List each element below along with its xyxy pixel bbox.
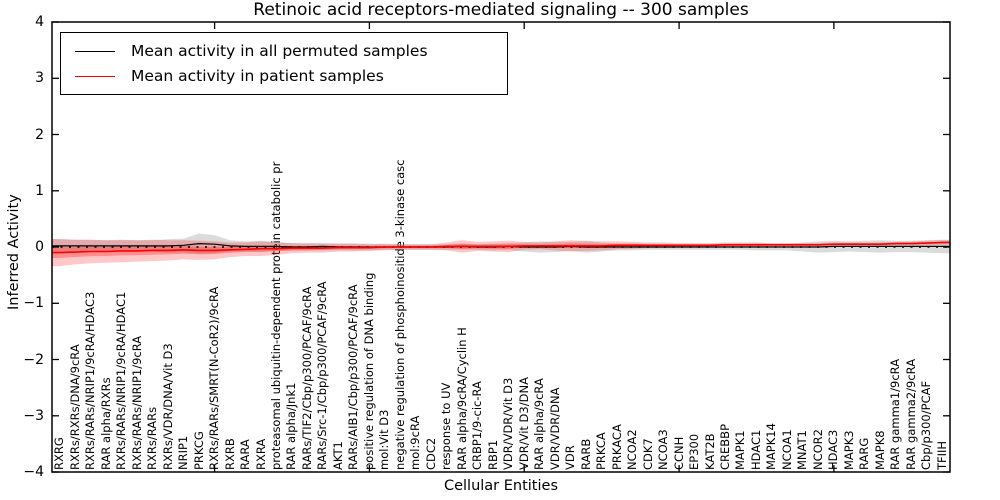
x-tick-label: RXRB bbox=[222, 438, 237, 470]
x-tick-label: RARB bbox=[578, 438, 593, 470]
x-tick-label: RAR alpha/9cRA/Cyclin H bbox=[454, 327, 469, 470]
x-tick-label: NCOR2 bbox=[810, 429, 825, 470]
x-tick-label: VDR/VDR/DNA bbox=[547, 387, 562, 471]
y-tick-label: −2 bbox=[23, 351, 44, 368]
y-tick-label: −3 bbox=[23, 407, 44, 424]
x-tick-label: VDR/VDR/Vit D3 bbox=[501, 377, 516, 470]
x-tick-label: HDAC1 bbox=[748, 429, 763, 470]
y-tick-label: 0 bbox=[35, 239, 44, 255]
x-axis-label: Cellular Entities bbox=[443, 478, 559, 494]
x-tick-label: MAPK1 bbox=[733, 430, 748, 470]
x-tick-label: KAT2B bbox=[702, 433, 717, 470]
x-tick-label: PRKCG bbox=[191, 431, 206, 470]
x-tick-label: RXRs/RARs/NRIP1/9cRA/HDAC3 bbox=[83, 291, 98, 470]
legend-item-permuted: Mean activity in all permuted samples bbox=[61, 42, 507, 60]
x-tick-label: RAR alpha/9cRA bbox=[532, 378, 547, 470]
x-tick-label: NCOA2 bbox=[625, 429, 640, 470]
x-tick-label: RAR gamma1/9cRA bbox=[888, 358, 903, 470]
y-tick-label: 1 bbox=[35, 182, 44, 199]
x-tick-label: MAPK3 bbox=[841, 430, 856, 470]
y-tick-label: 2 bbox=[35, 126, 44, 143]
x-tick-label: RXRs/RARs/SMRT(N-CoR2)/9cRA bbox=[207, 286, 222, 470]
x-tick-label: mol:Vit D3 bbox=[377, 409, 392, 470]
x-tick-label: RXRG bbox=[52, 437, 67, 470]
chart-title: Retinoic acid receptors-mediated signali… bbox=[253, 0, 749, 20]
patient-line-swatch bbox=[75, 75, 115, 77]
x-tick-label: MNAT1 bbox=[795, 430, 810, 470]
x-tick-label: Cbp/p300/PCAF bbox=[919, 380, 934, 470]
y-tick-label: 3 bbox=[35, 70, 44, 87]
x-tick-label: response to UV bbox=[439, 382, 454, 470]
x-tick-label: RXRs/RARs bbox=[145, 406, 160, 470]
x-tick-label: RXRs/RXRs/DNA/9cRA bbox=[67, 344, 82, 470]
x-tick-label: RBP1 bbox=[485, 439, 500, 470]
x-tick-label: RARs/TIF2/Cbp/p300/PCAF/9cRA bbox=[299, 286, 314, 470]
x-tick-label: positive regulation of DNA binding bbox=[361, 272, 376, 470]
x-tick-label: EP300 bbox=[687, 433, 702, 470]
x-tick-label: negative regulation of phosphoinositide … bbox=[392, 159, 407, 471]
x-tick-label: VDR bbox=[563, 445, 578, 470]
y-tick-label: 4 bbox=[35, 14, 44, 30]
y-tick-label: −1 bbox=[23, 295, 44, 312]
x-tick-label: RXRs/RARs/NRIP1/9cRA bbox=[129, 335, 144, 470]
x-tick-label: CDK7 bbox=[640, 438, 655, 470]
x-tick-label: proteasomal ubiquitin-dependent protein … bbox=[269, 161, 283, 470]
x-tick-label: VDR/Vit D3/DNA bbox=[516, 377, 531, 470]
x-tick-label: RXRA bbox=[253, 438, 268, 470]
x-tick-label: CRBP1/9-cic-RA bbox=[470, 381, 485, 470]
x-tick-label: RAR alpha/RXRs bbox=[98, 377, 113, 470]
x-tick-label: CDC2 bbox=[423, 437, 438, 470]
x-tick-label: RARs/AIB1/Cbp/p300/PCAF/9cRA bbox=[346, 284, 361, 470]
legend: Mean activity in all permuted samples Me… bbox=[60, 32, 508, 95]
x-tick-label: MAPK14 bbox=[764, 423, 779, 470]
x-tick-label: RARA bbox=[238, 439, 253, 470]
x-tick-label: HDAC3 bbox=[826, 429, 841, 470]
x-tick-label: RAR gamma2/9cRA bbox=[903, 358, 918, 470]
permuted-line-swatch bbox=[75, 50, 115, 52]
legend-item-patient: Mean activity in patient samples bbox=[61, 67, 507, 85]
x-tick-label: RARs/Src-1/Cbp/p300/PCAF/9cRA bbox=[315, 281, 330, 470]
x-tick-label: mol:9cRA bbox=[408, 415, 423, 470]
x-tick-label: RARG bbox=[857, 437, 872, 470]
x-tick-label: NCOA3 bbox=[656, 429, 671, 470]
x-tick-label: PRKACA bbox=[609, 424, 624, 470]
legend-label: Mean activity in patient samples bbox=[131, 67, 384, 85]
x-tick-label: AKT1 bbox=[330, 441, 345, 470]
x-tick-label: CCNH bbox=[671, 436, 686, 470]
x-tick-label: TFIIH bbox=[934, 440, 949, 470]
x-tick-label: MAPK8 bbox=[872, 430, 887, 470]
x-tick-label: NRIP1 bbox=[176, 435, 191, 470]
x-tick-label: PRKCA bbox=[594, 432, 609, 470]
x-tick-label: NCOA1 bbox=[779, 429, 794, 470]
legend-label: Mean activity in all permuted samples bbox=[131, 42, 428, 60]
x-tick-label: RXRs/RARs/NRIP1/9cRA/HDAC1 bbox=[114, 291, 129, 470]
x-tick-label: RAR alpha/Jnk1 bbox=[284, 382, 299, 470]
x-tick-label: CREBBP bbox=[718, 424, 732, 470]
x-tick-label: RXRs/VDR/DNA/Vit D3 bbox=[160, 343, 175, 470]
y-tick-label: −4 bbox=[23, 464, 44, 480]
